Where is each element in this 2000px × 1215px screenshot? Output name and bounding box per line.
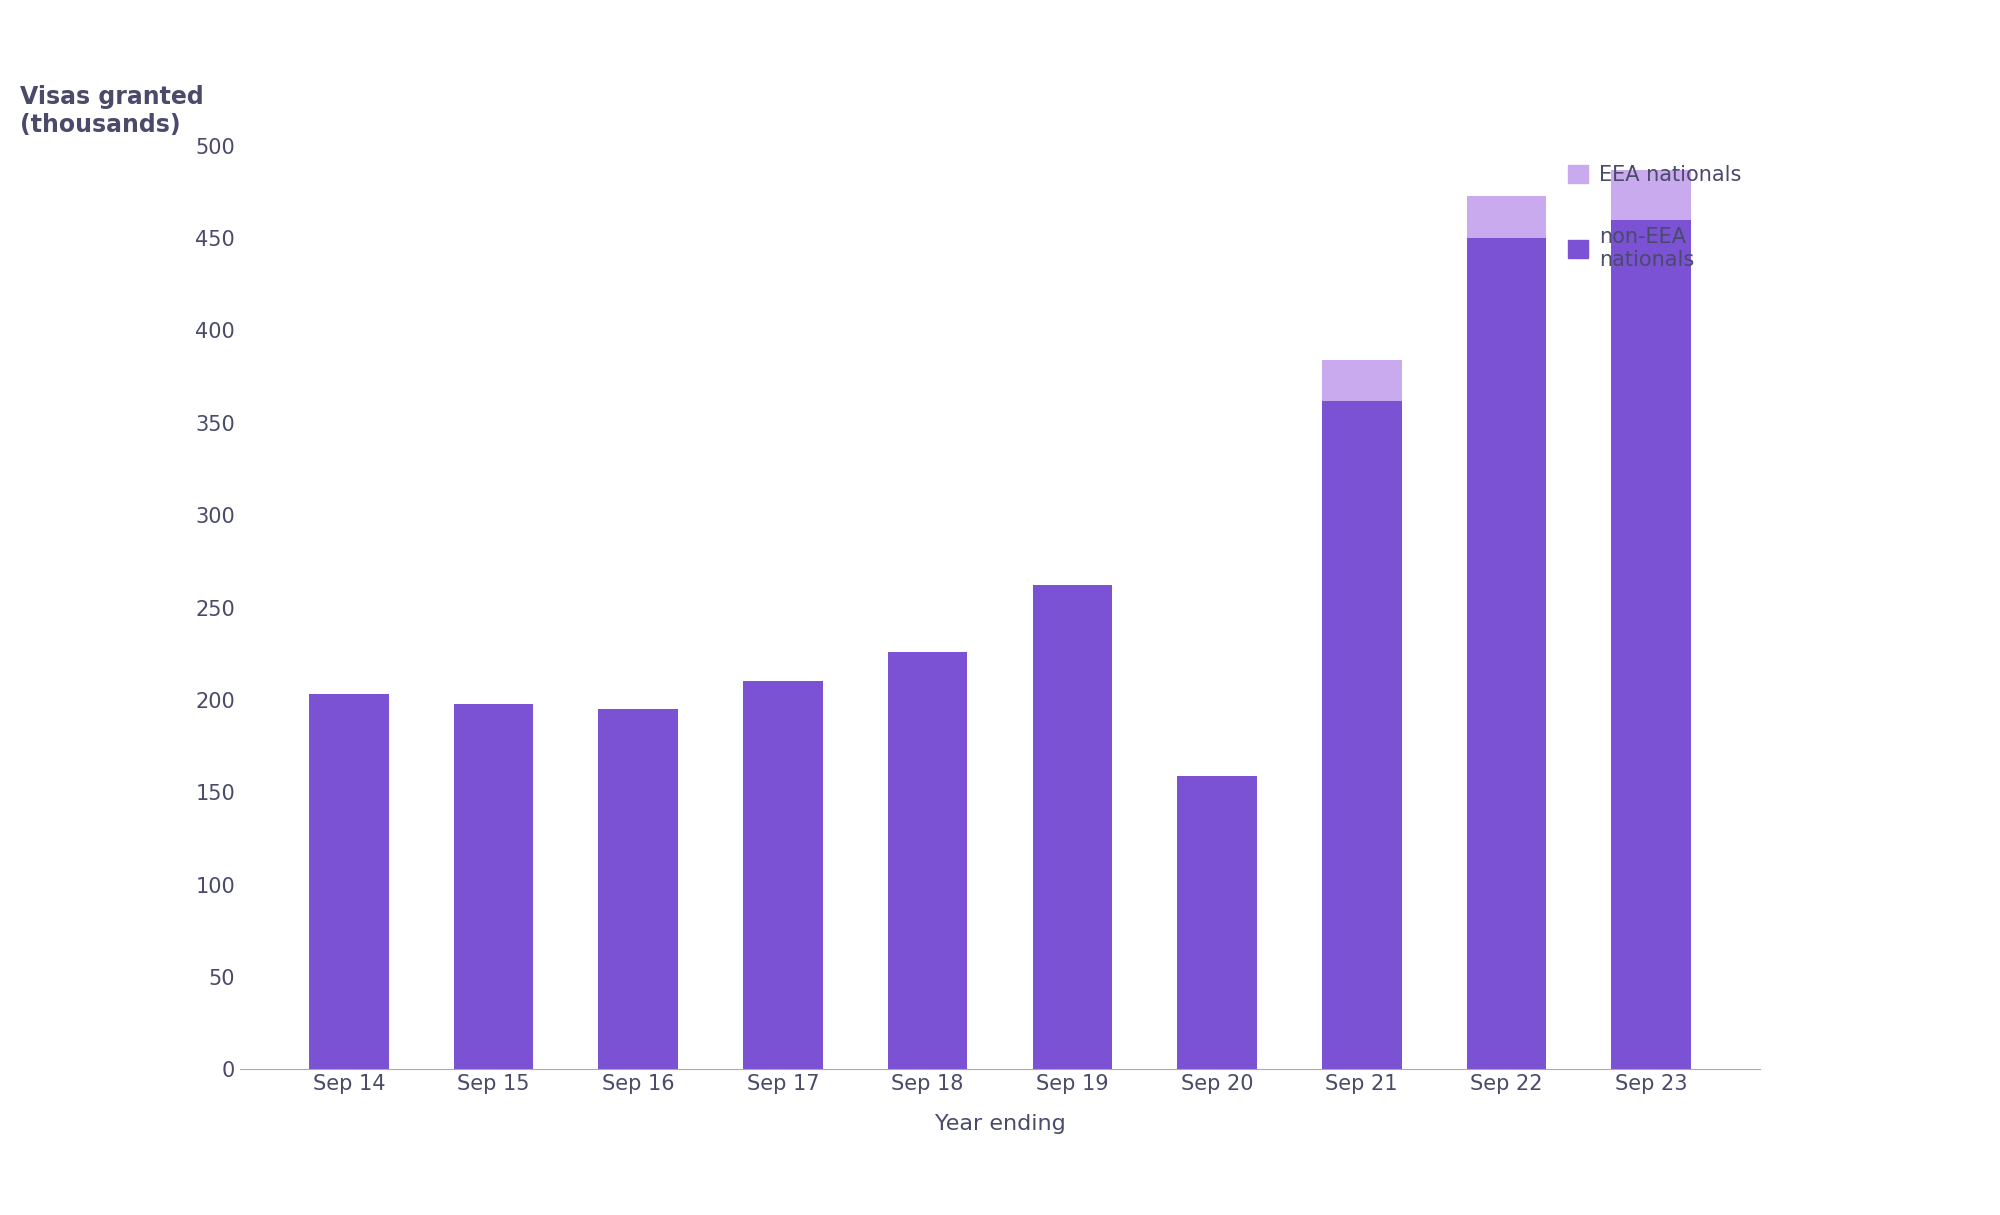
Bar	[1466, 238, 1546, 1069]
Bar	[310, 694, 388, 1069]
Bar	[1466, 196, 1546, 238]
Legend: EEA nationals, non-EEA
nationals: EEA nationals, non-EEA nationals	[1560, 157, 1750, 278]
Bar	[1612, 170, 1690, 220]
Text: Visas granted
(thousands): Visas granted (thousands)	[20, 85, 204, 137]
Bar	[1032, 586, 1112, 1069]
Bar	[744, 682, 822, 1069]
Bar	[888, 651, 968, 1069]
Bar	[454, 703, 534, 1069]
Bar	[598, 710, 678, 1069]
X-axis label: Year ending: Year ending	[934, 1113, 1066, 1134]
Bar	[1322, 401, 1402, 1069]
Bar	[1178, 775, 1256, 1069]
Bar	[1322, 360, 1402, 401]
Bar	[1612, 220, 1690, 1069]
